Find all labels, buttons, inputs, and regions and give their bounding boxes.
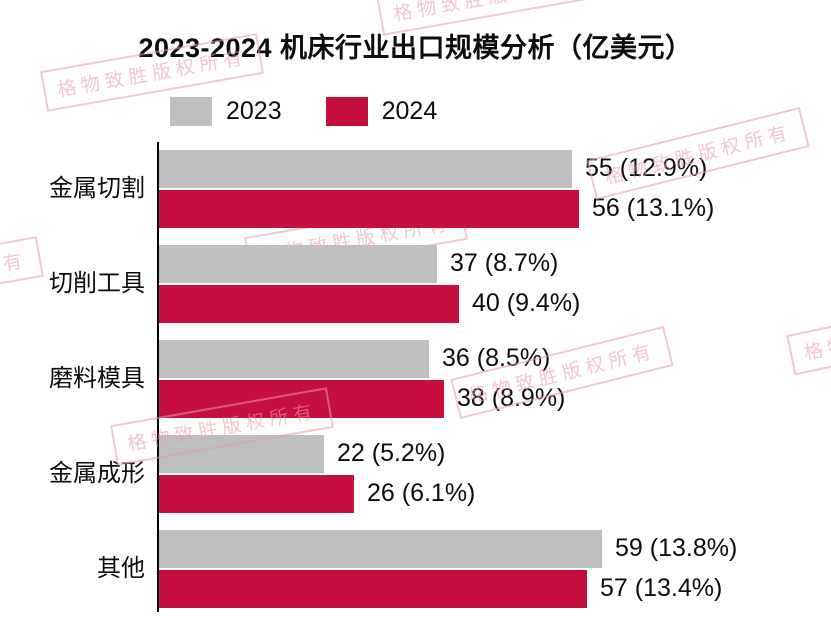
category-label: 金属成形 xyxy=(49,460,145,487)
category-label: 其他 xyxy=(97,555,145,582)
value-label-2023: 59 (13.8%) xyxy=(615,534,738,562)
value-label-2023: 22 (5.2%) xyxy=(337,439,446,467)
category-label: 磨料模具 xyxy=(49,365,145,392)
value-label-2023: 37 (8.7%) xyxy=(450,249,559,277)
category-label: 金属切割 xyxy=(49,175,145,202)
legend-swatch-2024-icon xyxy=(325,97,368,126)
value-label-2023: 55 (12.9%) xyxy=(585,154,708,182)
bar-2024 xyxy=(159,285,459,323)
value-label-2024: 40 (9.4%) xyxy=(472,289,581,317)
bar-2023 xyxy=(159,340,429,378)
bar-2024 xyxy=(159,190,579,228)
value-label-2024: 57 (13.4%) xyxy=(600,574,723,602)
value-label-2024: 38 (8.9%) xyxy=(457,384,566,412)
legend-item-2024: 2024 xyxy=(325,97,438,126)
bar-2024 xyxy=(159,570,587,608)
value-label-2023: 36 (8.5%) xyxy=(442,344,551,372)
legend-item-2023: 2023 xyxy=(170,97,282,126)
y-axis-line xyxy=(157,142,159,612)
value-label-2024: 26 (6.1%) xyxy=(367,479,476,507)
chart-title: 2023-2024 机床行业出口规模分析（亿美元） xyxy=(138,33,693,63)
bar-2024 xyxy=(159,380,444,418)
bar-2024 xyxy=(159,475,354,513)
bar-2023 xyxy=(159,435,324,473)
bar-2023 xyxy=(159,530,602,568)
category-label: 切削工具 xyxy=(49,270,145,297)
legend-swatch-2023-icon xyxy=(170,97,212,126)
bar-2023 xyxy=(159,150,572,188)
value-label-2024: 56 (13.1%) xyxy=(592,194,715,222)
bar-2023 xyxy=(159,245,437,283)
legend-label-2023: 2023 xyxy=(226,97,282,125)
legend-label-2024: 2024 xyxy=(381,97,438,125)
legend: 2023 2024 xyxy=(170,97,437,126)
